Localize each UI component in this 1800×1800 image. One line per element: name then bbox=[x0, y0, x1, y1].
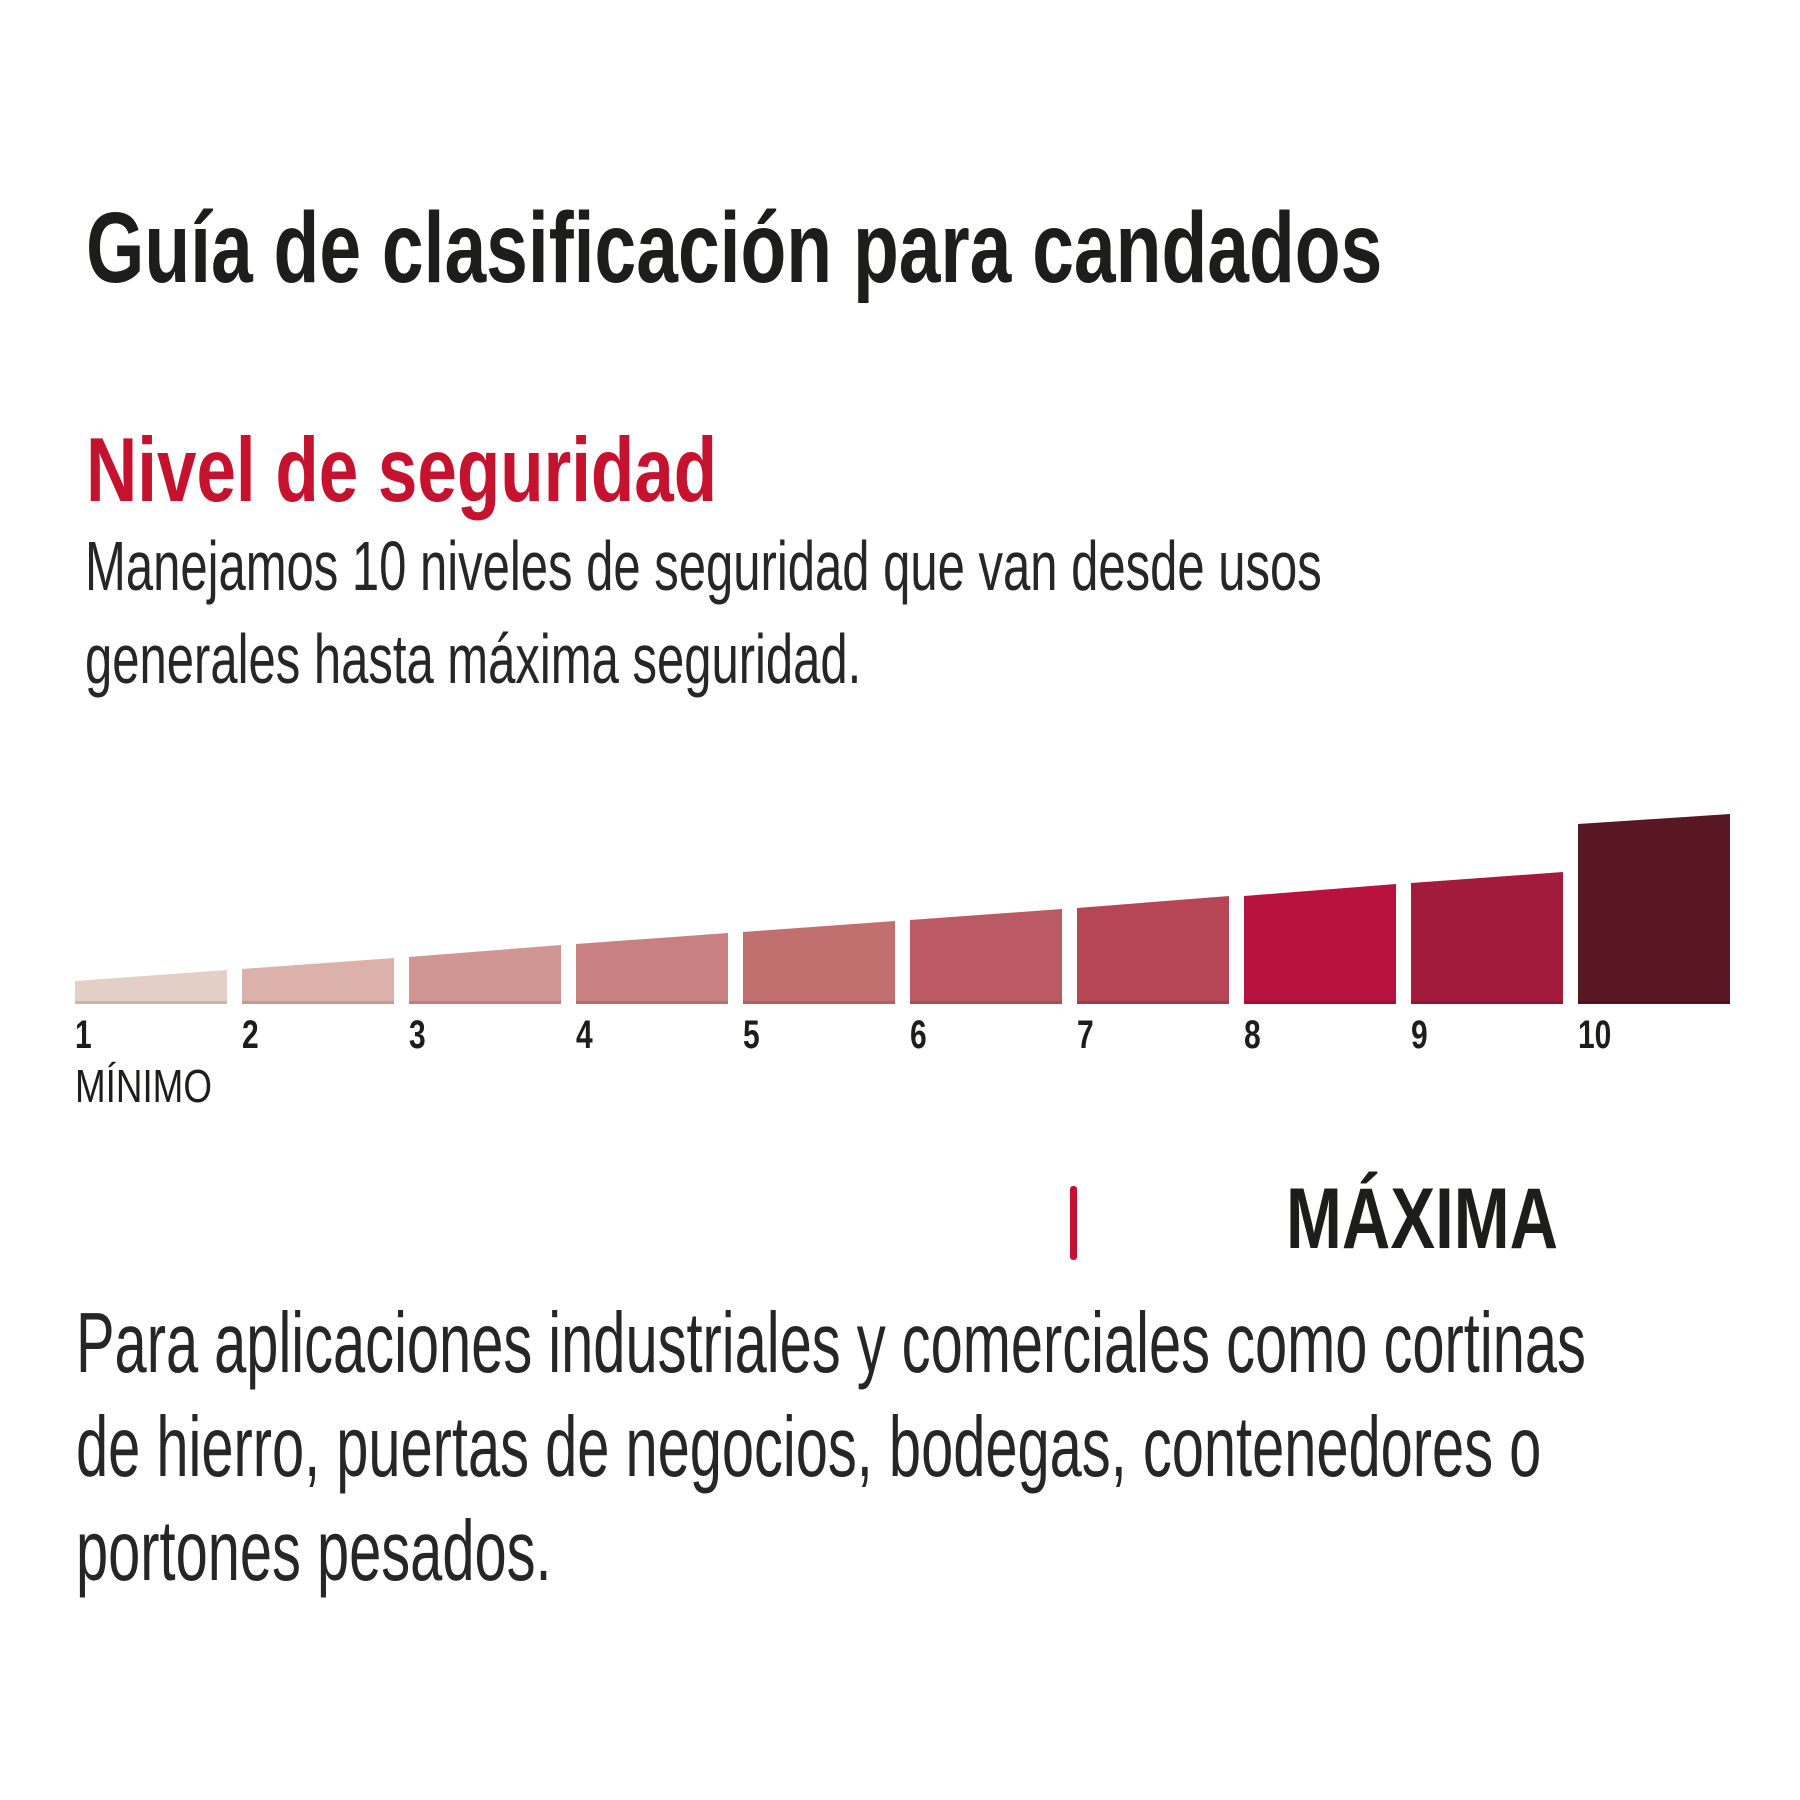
intro-line-1: Manejamos 10 niveles de seguridad que va… bbox=[85, 527, 1322, 605]
bar-label-3: 3 bbox=[409, 1013, 426, 1057]
security-level-bar-8 bbox=[1244, 884, 1396, 1004]
max-axis-label: MÁXIMA bbox=[1286, 1171, 1559, 1267]
bar-label-7: 7 bbox=[1077, 1013, 1094, 1057]
security-level-bar-2 bbox=[242, 958, 394, 1004]
page-title: Guía de clasificación para candados bbox=[86, 192, 1383, 304]
description-paragraph: Para aplicaciones industriales y comerci… bbox=[76, 1292, 1800, 1604]
paragraph-line-3: portones pesados. bbox=[76, 1504, 552, 1599]
bar-label-9: 9 bbox=[1411, 1013, 1428, 1057]
max-tick-mark bbox=[1070, 1186, 1077, 1260]
section-heading: Nivel de seguridad bbox=[86, 420, 718, 521]
bar-label-1: 1 bbox=[75, 1013, 92, 1057]
security-level-bar-4 bbox=[576, 933, 728, 1004]
bar-label-10: 10 bbox=[1578, 1013, 1612, 1057]
bar-label-6: 6 bbox=[910, 1013, 927, 1057]
bar-label-5: 5 bbox=[743, 1013, 760, 1057]
security-level-bar-10 bbox=[1578, 814, 1730, 1004]
security-level-bar-3 bbox=[409, 945, 561, 1004]
security-level-bar-chart bbox=[0, 800, 1800, 1004]
security-level-bar-1 bbox=[75, 970, 227, 1004]
paragraph-line-1: Para aplicaciones industriales y comerci… bbox=[76, 1296, 1586, 1391]
chart-axis-labels: 1 2 3 4 5 6 7 8 9 10 bbox=[0, 1015, 1800, 1055]
intro-line-2: generales hasta máxima seguridad. bbox=[85, 620, 862, 698]
security-level-bar-7 bbox=[1077, 896, 1229, 1004]
security-level-bar-9 bbox=[1411, 872, 1563, 1004]
bar-label-8: 8 bbox=[1244, 1013, 1261, 1057]
security-level-bar-5 bbox=[743, 921, 895, 1004]
bar-label-4: 4 bbox=[576, 1013, 593, 1057]
bar-label-2: 2 bbox=[242, 1013, 259, 1057]
paragraph-line-2: de hierro, puertas de negocios, bodegas,… bbox=[76, 1400, 1542, 1495]
security-level-bar-6 bbox=[910, 909, 1062, 1004]
section-intro: Manejamos 10 niveles de seguridad que va… bbox=[85, 520, 1800, 706]
min-axis-label: MÍNIMO bbox=[75, 1060, 212, 1112]
